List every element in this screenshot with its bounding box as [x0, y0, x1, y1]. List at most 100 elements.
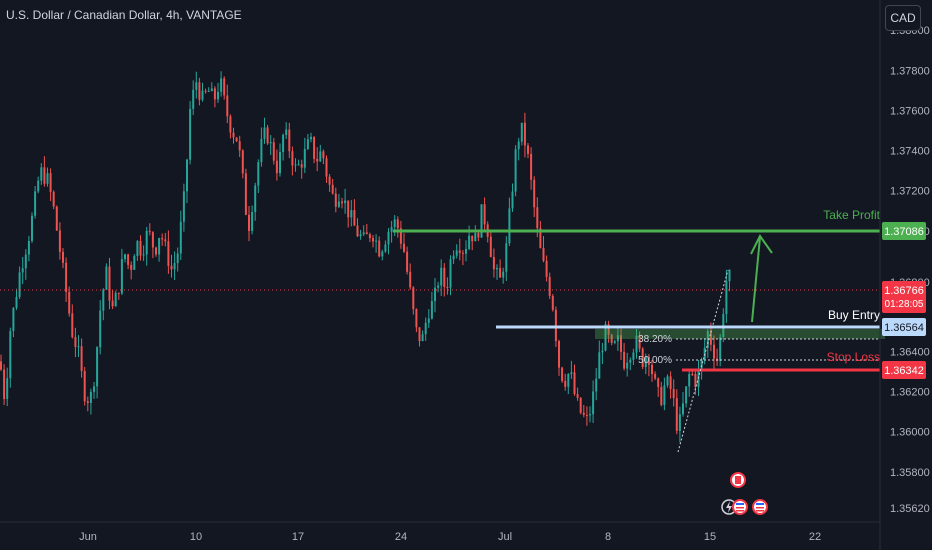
candle-bull — [440, 267, 443, 286]
price-axis[interactable]: 1.380001.378001.376001.374001.372001.370… — [879, 0, 930, 550]
candle-bull — [158, 238, 161, 255]
candle-bear — [623, 351, 626, 369]
candle-bull — [9, 331, 12, 379]
candle-bull — [629, 359, 632, 363]
candle-bear — [58, 230, 61, 252]
candle-bear — [415, 309, 418, 328]
buy-entry-label: Buy Entry — [828, 308, 880, 322]
candle-bear — [641, 348, 644, 368]
candle-bear — [74, 337, 77, 347]
candle-bull — [682, 403, 684, 415]
candle-bear — [80, 346, 83, 371]
candle-bull — [393, 219, 396, 228]
candle-bear — [71, 313, 74, 338]
candle-bear — [328, 176, 331, 185]
candle-bear — [499, 267, 502, 278]
candle-bear — [564, 380, 567, 387]
candle-bull — [176, 253, 179, 264]
candle-bear — [198, 82, 201, 100]
candle-bull — [18, 272, 21, 297]
candle-bear — [527, 145, 529, 154]
time-axis[interactable]: Jun 10 17 24 Jul 8 15 22 — [0, 521, 880, 543]
candle-bull — [598, 352, 601, 379]
candle-bear — [127, 254, 130, 265]
time-tick-label: 15 — [704, 531, 716, 543]
candle-bear — [244, 173, 247, 215]
candle-bear — [660, 386, 663, 405]
candle-bear — [108, 266, 111, 301]
currency-button[interactable]: CAD — [885, 5, 921, 31]
candle-bear — [130, 264, 133, 270]
candle-bull — [285, 129, 288, 135]
candle-bear — [523, 122, 526, 146]
price-tick-label: 1.37400 — [890, 146, 930, 158]
candle-bear — [235, 137, 238, 142]
candle-bull — [260, 138, 263, 163]
time-tick-label: 10 — [190, 531, 202, 543]
candle-bull — [37, 180, 40, 192]
candle-bull — [195, 82, 198, 90]
candle-bear — [694, 374, 697, 387]
take-profit-label: Take Profit — [823, 208, 880, 222]
price-tick-label: 1.37600 — [890, 105, 930, 117]
candle-bull — [505, 243, 508, 272]
candle-bull — [192, 89, 195, 109]
time-tick-label: 22 — [809, 531, 821, 543]
fib-zone[interactable] — [595, 329, 885, 339]
candle-bull — [362, 232, 365, 235]
candle-bear — [334, 193, 337, 207]
canada-flag-icon[interactable] — [730, 472, 746, 488]
candle-bear — [443, 267, 446, 287]
candle-bear — [446, 286, 449, 288]
candle-bull — [6, 378, 9, 399]
candle-bear — [213, 88, 216, 100]
candle-bear — [356, 225, 359, 237]
stop-loss-price-tag: 1.36342 — [882, 361, 926, 379]
candle-bull — [306, 139, 309, 150]
candle-bear — [657, 378, 660, 387]
candle-bull — [124, 254, 126, 260]
candle-bear — [492, 256, 495, 270]
candle-bear — [607, 324, 610, 335]
candle-bear — [86, 401, 89, 404]
candle-bull — [173, 263, 176, 270]
candle-bear — [378, 240, 381, 257]
candle-bull — [663, 385, 666, 405]
candle-bull — [474, 233, 477, 242]
price-tick-label: 1.35800 — [890, 467, 930, 479]
candle-bear — [151, 232, 154, 248]
candle-bear — [489, 236, 492, 257]
candle-bear — [539, 228, 542, 248]
candle-bull — [114, 292, 117, 307]
candle-bear — [368, 234, 371, 239]
candle-bull — [616, 335, 619, 342]
candle-bear — [155, 247, 157, 255]
candle-bear — [347, 200, 350, 218]
candle-bull — [517, 141, 520, 150]
us-flag-icon[interactable] — [732, 499, 748, 515]
time-tick-label: 24 — [395, 531, 407, 543]
time-tick-label: Jun — [79, 531, 97, 543]
candle-bear — [713, 344, 715, 359]
candle-bear — [83, 370, 86, 402]
us-flag-icon-2[interactable] — [752, 499, 768, 515]
candle-bear — [530, 153, 533, 180]
buy-entry-price-tag: 1.36564 — [882, 318, 926, 336]
candle-bull — [24, 254, 27, 269]
candle-bull — [201, 90, 204, 100]
candle-bull — [589, 414, 591, 416]
candle-bear — [536, 207, 539, 229]
candle-bear — [561, 367, 564, 381]
candle-bear — [353, 210, 356, 226]
candle-bear — [576, 393, 579, 398]
candle-bull — [77, 346, 80, 348]
candle-bull — [570, 372, 573, 375]
candle-bear — [52, 191, 55, 207]
candle-bull — [375, 240, 378, 242]
candle-bull — [136, 241, 139, 257]
candle-bull — [89, 391, 92, 404]
candle-bull — [706, 331, 709, 348]
candle-bear — [325, 158, 328, 177]
